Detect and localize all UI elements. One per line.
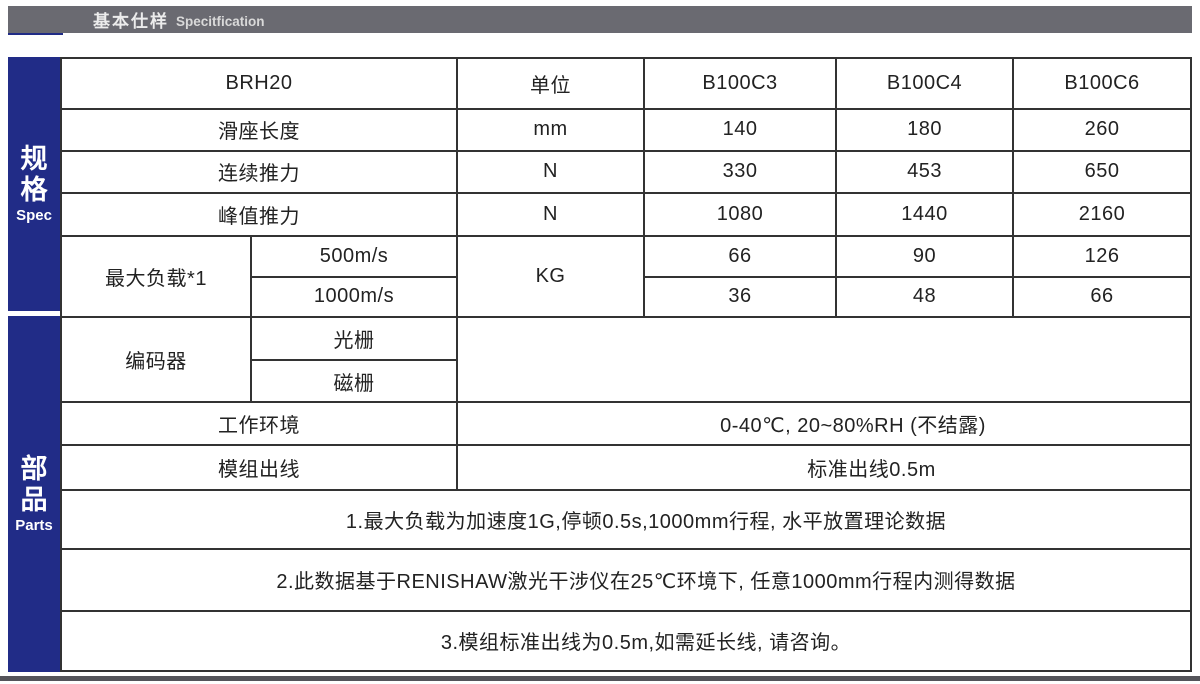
table-row-peak-thrust: 峰值推力 N 1080 1440 2160 — [59, 192, 1193, 237]
cell-value: 36 — [643, 275, 838, 319]
table-row-cable: 模组出线 标准出线0.5m — [59, 444, 1193, 491]
cell-row-label: 滑座长度 — [59, 107, 459, 152]
table-row-encoder-magnetic: 磁栅 — [61, 358, 1191, 404]
cell-environment-value: 0-40℃, 20~80%RH (不结露) — [456, 401, 1193, 447]
table-row-environment: 工作环境 0-40℃, 20~80%RH (不结露) — [59, 401, 1193, 447]
cell-value: 453 — [835, 149, 1015, 195]
cell-value: 90 — [835, 234, 1015, 278]
cell-encoder-empty — [456, 316, 1193, 404]
section-title-cn: 基本仕样 — [93, 12, 169, 31]
cell-unit: N — [456, 149, 646, 195]
cell-column-b100c6: B100C6 — [1012, 57, 1193, 110]
cell-value: 650 — [1012, 149, 1193, 195]
cell-column-b100c4: B100C4 — [835, 57, 1015, 110]
cell-cable-label: 模组出线 — [59, 444, 459, 491]
cell-unit-header: 单位 — [456, 57, 646, 110]
sidebar-parts-label-en: Parts — [15, 516, 53, 534]
bottom-divider — [0, 676, 1200, 681]
note-2: 2.此数据基于RENISHAW激光干涉仪在25℃环境下, 任意1000mm行程内… — [59, 548, 1193, 612]
spec-table: BRH20 单位 B100C3 B100C4 B100C6 滑座长度 mm 14… — [59, 57, 1193, 672]
cell-value: 66 — [1012, 275, 1193, 319]
cell-value: 126 — [1012, 234, 1193, 278]
table-row-note-1: 1.最大负载为加速度1G,停顿0.5s,1000mm行程, 水平放置理论数据 — [59, 488, 1193, 551]
table-row-note-2: 2.此数据基于RENISHAW激光干涉仪在25℃环境下, 任意1000mm行程内… — [59, 548, 1193, 612]
cell-value: 1440 — [835, 192, 1015, 237]
table-row-max-load-500: 最大负载*1 500m/s KG 66 90 126 — [60, 234, 1193, 319]
sidebar-tab-spec: 规格 Spec — [8, 57, 60, 311]
cell-encoder-magnetic: 磁栅 — [249, 358, 459, 404]
cell-encoder-label: 编码器 — [60, 316, 252, 404]
note-3: 3.模组标准出线为0.5m,如需延长线, 请咨询。 — [59, 609, 1193, 672]
table-row-note-3: 3.模组标准出线为0.5m,如需延长线, 请咨询。 — [59, 609, 1193, 672]
section-title-en: Specitfication — [176, 13, 265, 29]
cell-max-load-unit: KG — [456, 234, 646, 319]
table-row-slider-length: 滑座长度 mm 140 180 260 — [59, 107, 1193, 152]
sidebar-spec-label-cn: 规格 — [20, 144, 48, 205]
table-row-max-load-1000: 1000m/s 36 48 66 — [61, 275, 1193, 319]
section-header: 基本仕样 Specitfication — [8, 6, 1192, 33]
cell-row-label: 连续推力 — [59, 149, 459, 195]
cell-speed-1000: 1000m/s — [249, 275, 459, 319]
cell-cable-value: 标准出线0.5m — [456, 444, 1193, 491]
note-1: 1.最大负载为加速度1G,停顿0.5s,1000mm行程, 水平放置理论数据 — [59, 488, 1193, 551]
cell-encoder-optical: 光栅 — [249, 316, 459, 361]
cell-value: 260 — [1012, 107, 1193, 152]
cell-value: 140 — [643, 107, 838, 152]
cell-speed-500: 500m/s — [249, 234, 459, 278]
table-header-row: BRH20 单位 B100C3 B100C4 B100C6 — [59, 57, 1193, 110]
cell-max-load-label: 最大负载*1 — [60, 234, 252, 319]
cell-unit: mm — [456, 107, 646, 152]
cell-environment-label: 工作环境 — [59, 401, 459, 447]
cell-column-b100c3: B100C3 — [643, 57, 838, 110]
cell-value: 66 — [643, 234, 838, 278]
sidebar-parts-label-cn: 部品 — [20, 454, 48, 515]
sidebar-spec-label-en: Spec — [16, 206, 52, 224]
table-row-encoder-optical: 编码器 光栅 — [60, 316, 1193, 404]
cell-unit: N — [456, 192, 646, 237]
sidebar-tab-parts: 部品 Parts — [8, 316, 60, 672]
cell-value: 330 — [643, 149, 838, 195]
cell-value: 180 — [835, 107, 1015, 152]
cell-value: 48 — [835, 275, 1015, 319]
cell-value: 2160 — [1012, 192, 1193, 237]
table-row-continuous-thrust: 连续推力 N 330 453 650 — [59, 149, 1193, 195]
cell-row-label: 峰值推力 — [59, 192, 459, 237]
cell-model-name: BRH20 — [59, 57, 459, 110]
cell-value: 1080 — [643, 192, 838, 237]
